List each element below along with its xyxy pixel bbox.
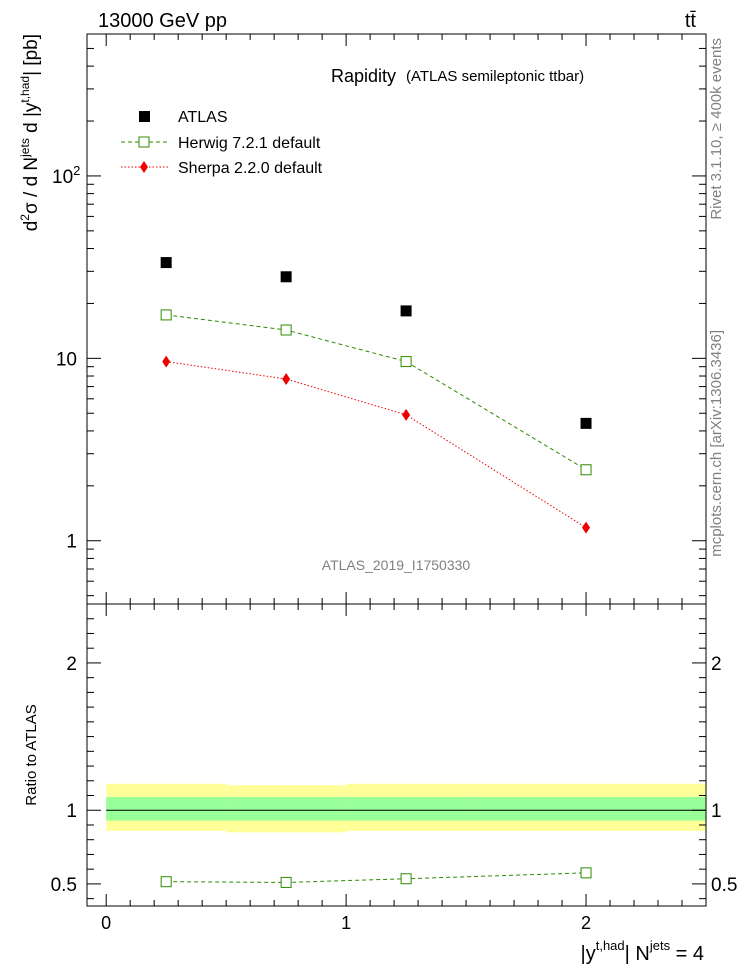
main-y-axis-title: d2σ / d Njets d |yt,had| [pb] (18, 34, 42, 231)
ratio-uncertainty-bands (106, 783, 706, 833)
ratio-y-tick-label: 0.5 (51, 875, 77, 896)
legend: ATLAS Herwig 7.2.1 default Sherpa 2.2.0 … (121, 109, 323, 177)
herwig-point (160, 309, 172, 321)
legend-herwig-marker (138, 136, 150, 148)
chart-subtitle: (ATLAS semileptonic ttbar) (406, 68, 584, 85)
ratio-frame (86, 603, 707, 907)
atlas-data-point (160, 257, 172, 269)
ratio-herwig-point (580, 867, 592, 879)
ratio-y-axis-title: Ratio to ATLAS (23, 704, 40, 805)
x-axis: 0 1 2 (101, 604, 707, 933)
legend-sherpa-marker (140, 161, 148, 173)
analysis-watermark: ATLAS_2019_I1750330 (322, 557, 471, 573)
ratio-band-inner (466, 796, 706, 821)
atlas-data-point (400, 305, 412, 317)
sherpa-point (282, 373, 291, 386)
y-tick-label: 1 (66, 532, 77, 553)
sherpa-point (402, 408, 411, 421)
ratio-y-tick-label: 2 (66, 654, 77, 675)
sherpa-point (582, 521, 591, 534)
legend-sherpa-label: Sherpa 2.2.0 default (178, 160, 323, 177)
series-line-herwig (166, 314, 587, 471)
atlas-data-point (580, 417, 592, 429)
main-x-ticks (105, 34, 707, 604)
ratio-series-markers (160, 867, 592, 888)
x-tick-label: 1 (341, 913, 351, 933)
ratio-y-tick-label-right: 2 (711, 654, 722, 675)
herwig-point (280, 324, 292, 336)
ratio-panel: 0.5 0.5 1 1 2 2 0 1 2 Ratio to ATLAS |yt,had| N… (23, 603, 737, 965)
main-series-markers (160, 257, 592, 534)
atlas-data-point (280, 271, 292, 283)
x-tick-label: 0 (101, 913, 111, 933)
ratio-band-inner (346, 796, 467, 821)
ratio-band-inner (226, 796, 347, 821)
y-tick-label: 10 (56, 349, 77, 370)
herwig-point (580, 464, 592, 476)
x-tick-label: 2 (581, 913, 591, 933)
ratio-herwig-point (280, 876, 292, 888)
main-y-axis: 1 10 102 (52, 33, 706, 597)
main-panel: 1 10 102 Rapidity (ATLAS semileptonic ttba… (18, 33, 707, 605)
header-left: 13000 GeV pp (98, 10, 227, 32)
ratio-y-tick-label: 1 (66, 801, 77, 822)
ratio-herwig-line (166, 872, 587, 883)
ratio-band-inner (106, 796, 227, 821)
ratio-y-axis: 0.5 0.5 1 1 2 2 (51, 603, 737, 900)
chart-title: Rapidity (331, 66, 396, 86)
sherpa-point (162, 355, 171, 368)
x-axis-title: |yt,had| Njets = 4 (581, 938, 704, 965)
legend-herwig-label: Herwig 7.2.1 default (178, 135, 321, 152)
ratio-y-tick-label-right: 1 (711, 801, 722, 822)
y-tick-label: 102 (52, 163, 80, 188)
rivet-label: Rivet 3.1.10, ≥ 400k events (708, 38, 725, 220)
legend-atlas-label: ATLAS (178, 109, 228, 126)
main-series-lines (166, 314, 587, 529)
ratio-herwig-point (160, 876, 172, 888)
herwig-point (400, 356, 412, 368)
mcplots-label: mcplots.cern.ch [arXiv:1306.3436] (708, 330, 725, 557)
legend-atlas-marker (139, 111, 150, 122)
ratio-y-tick-label-right: 0.5 (711, 875, 737, 896)
series-line-sherpa (166, 361, 587, 529)
ratio-herwig-point (400, 873, 412, 885)
ratio-series-lines (166, 872, 587, 883)
header-right: tt̄ (685, 10, 697, 32)
